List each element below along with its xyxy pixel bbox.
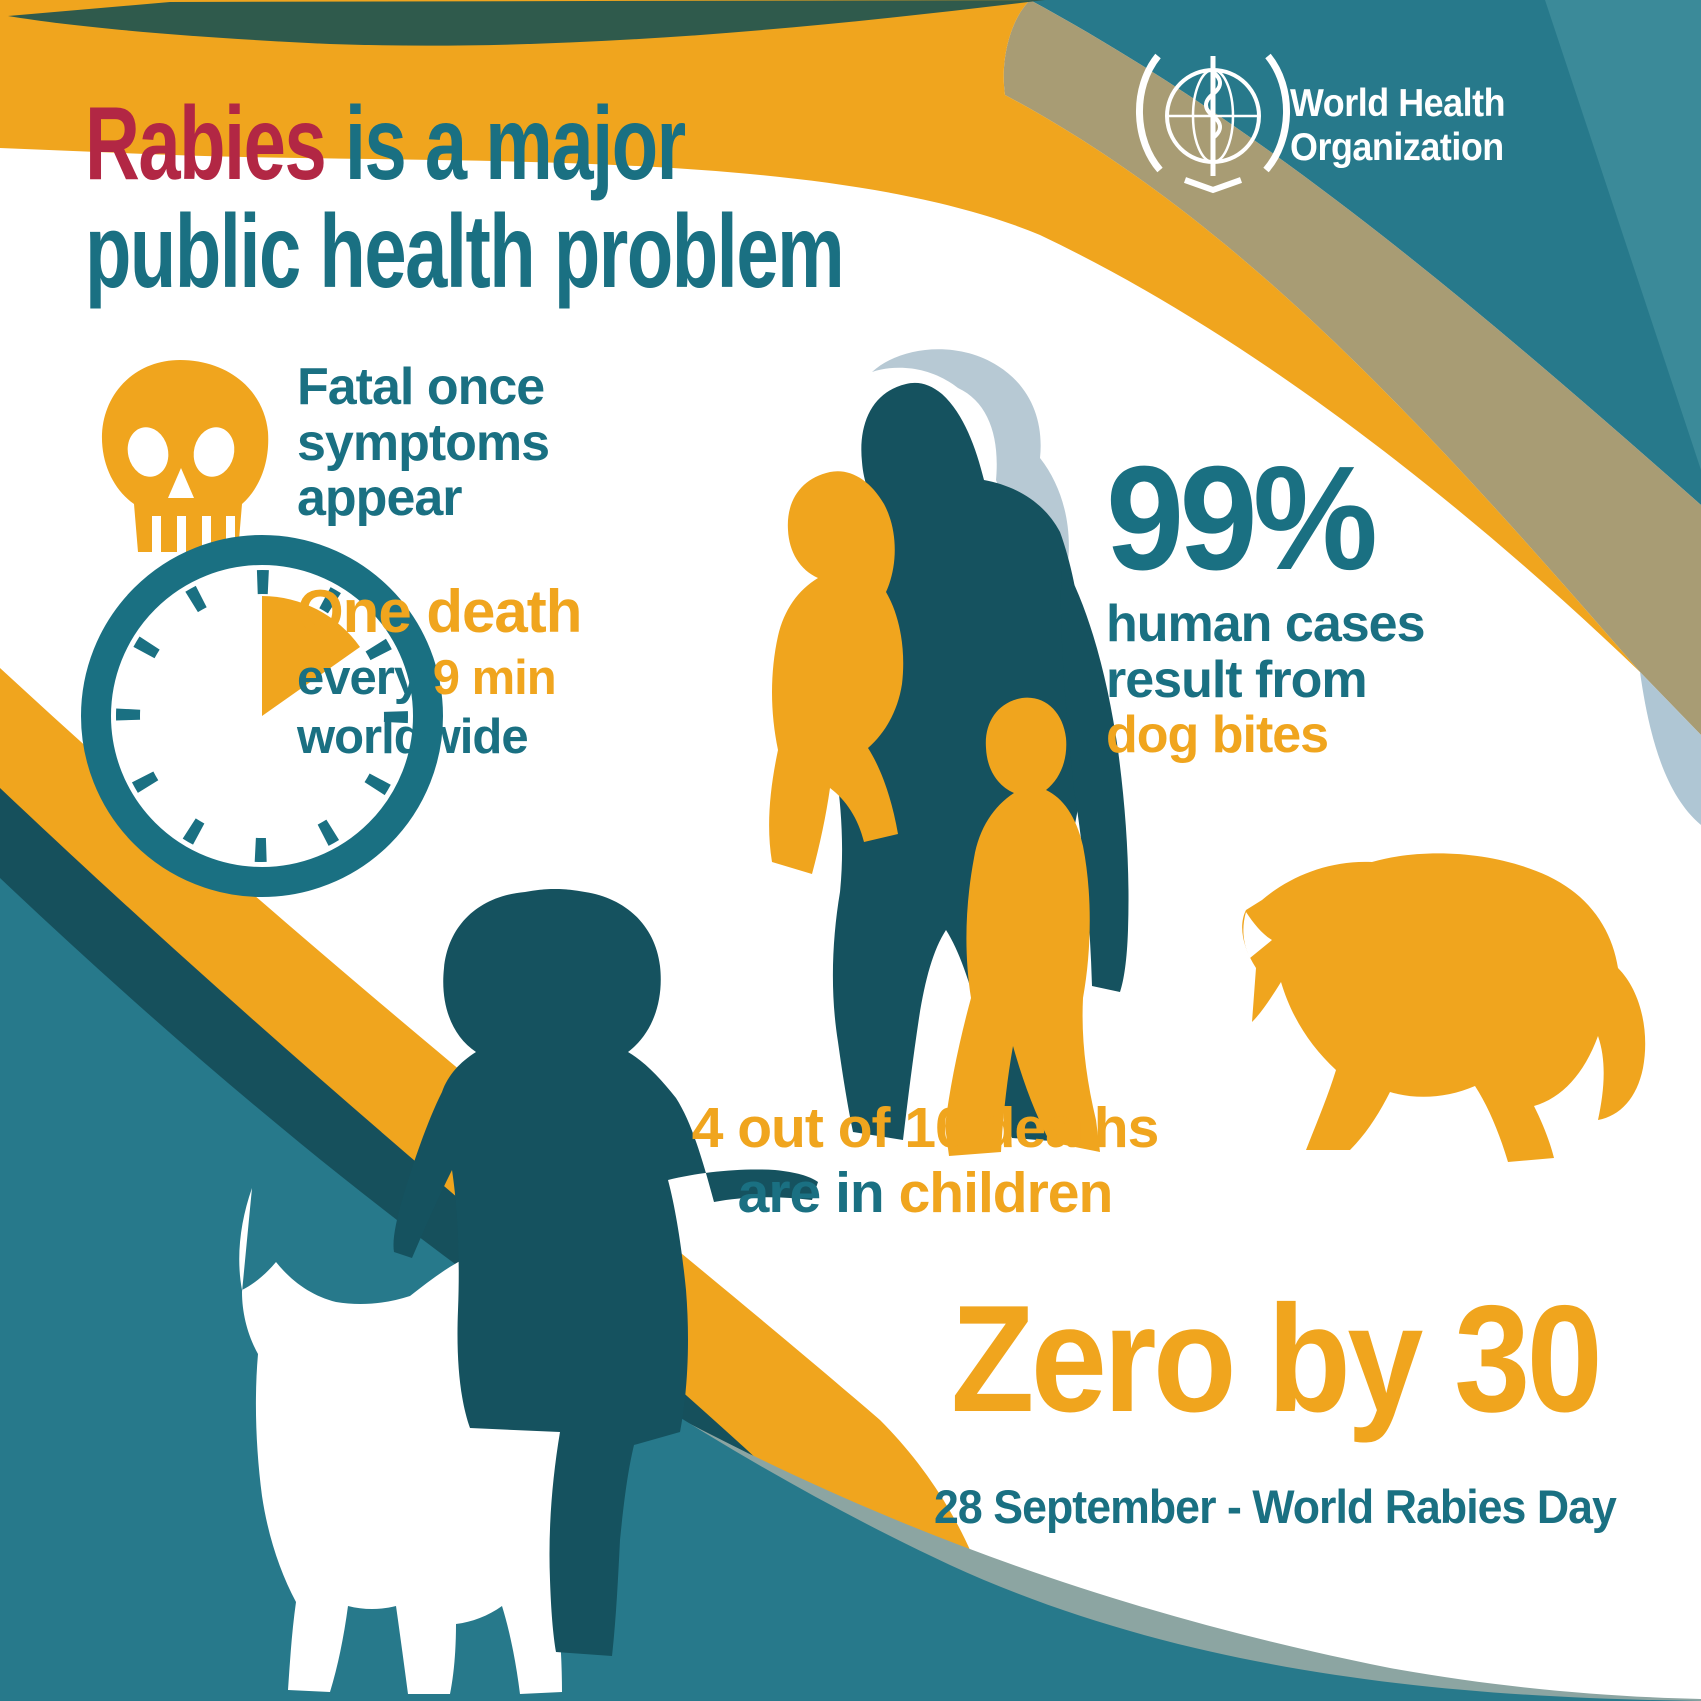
fact-frequency: One death every 9 min worldwide — [297, 578, 582, 764]
dog-bites-lines: human cases result from dog bites — [1106, 595, 1425, 765]
fact-children-highlight: children — [898, 1160, 1114, 1225]
skull-icon — [101, 360, 269, 554]
page-title: Rabies is a major public health problem — [85, 90, 845, 311]
who-emblem-icon — [1136, 53, 1290, 194]
title-line-1-rest: is a major — [344, 86, 686, 202]
clock-ticks — [115, 570, 408, 862]
who-name-line-2: Organization — [1290, 126, 1504, 170]
fact-children-prefix: are in — [737, 1160, 885, 1225]
fact-fatal-line-3: appear — [297, 469, 463, 528]
fact-fatal: Fatal once symptoms appear — [297, 358, 550, 528]
fact-frequency-interval: 9 min — [432, 651, 557, 705]
fact-frequency-every: every — [297, 651, 421, 705]
title-line-1: Rabies is a major — [85, 90, 843, 198]
fact-dog-bites: 99% human cases result from dog bites — [1106, 445, 1425, 764]
fact-children-line-2: are in children — [425, 1161, 1425, 1226]
skull-nose — [168, 468, 194, 498]
timer-clock-icon — [81, 535, 443, 897]
skull-tooth-gap — [202, 516, 211, 554]
fact-frequency-line-3: worldwide — [297, 710, 529, 764]
dog-bites-line-1: human cases — [1106, 595, 1425, 653]
fact-fatal-line-1: Fatal once — [297, 358, 545, 416]
girl-silhouette — [393, 889, 818, 1656]
mother-arm — [1060, 560, 1129, 992]
baby-silhouette — [769, 471, 904, 874]
campaign-date: 28 September - World Rabies Day — [934, 1480, 1617, 1533]
fact-frequency-headline: One death — [297, 578, 582, 645]
dark-green-top-wedge — [8, 0, 1045, 46]
fact-children: 4 out of 10 deaths are in children — [425, 1096, 1425, 1226]
dog-open-mouth — [1243, 912, 1272, 958]
campaign-slogan: Zero by 30 — [950, 1274, 1603, 1444]
fact-frequency-line-2: every 9 min — [297, 654, 581, 703]
clock-elapsed-wedge — [262, 596, 360, 716]
skull-eye-left — [127, 427, 169, 477]
skull-tooth-gap — [152, 516, 161, 554]
khaki-band — [1003, 0, 1701, 735]
skull-tooth-gap — [177, 516, 186, 554]
dog-bites-stat: 99% — [1106, 436, 1378, 601]
fact-fatal-line-2: symptoms — [297, 413, 550, 472]
skull-tooth-gap — [226, 516, 235, 554]
who-wordmark: World Health Organization — [1290, 82, 1506, 170]
skull-shape — [101, 360, 269, 552]
walking-child-silhouette — [945, 697, 1100, 1156]
dog-bites-highlight: dog bites — [1106, 706, 1329, 765]
title-line-2: public health problem — [85, 194, 845, 311]
skull-eye-right — [193, 427, 235, 477]
title-highlight: Rabies — [85, 86, 327, 202]
dog-bites-line-2: result from — [1106, 650, 1368, 709]
light-teal-corner-wedge — [1545, 0, 1701, 470]
who-name-line-1: World Health — [1290, 82, 1506, 125]
fact-children-line-1: 4 out of 10 deaths — [691, 1096, 1160, 1160]
barking-dog-silhouette — [1242, 853, 1646, 1162]
orange-top-band — [0, 0, 1640, 672]
light-blue-sliver — [1640, 672, 1701, 825]
teal-top-right-field — [1030, 0, 1701, 505]
